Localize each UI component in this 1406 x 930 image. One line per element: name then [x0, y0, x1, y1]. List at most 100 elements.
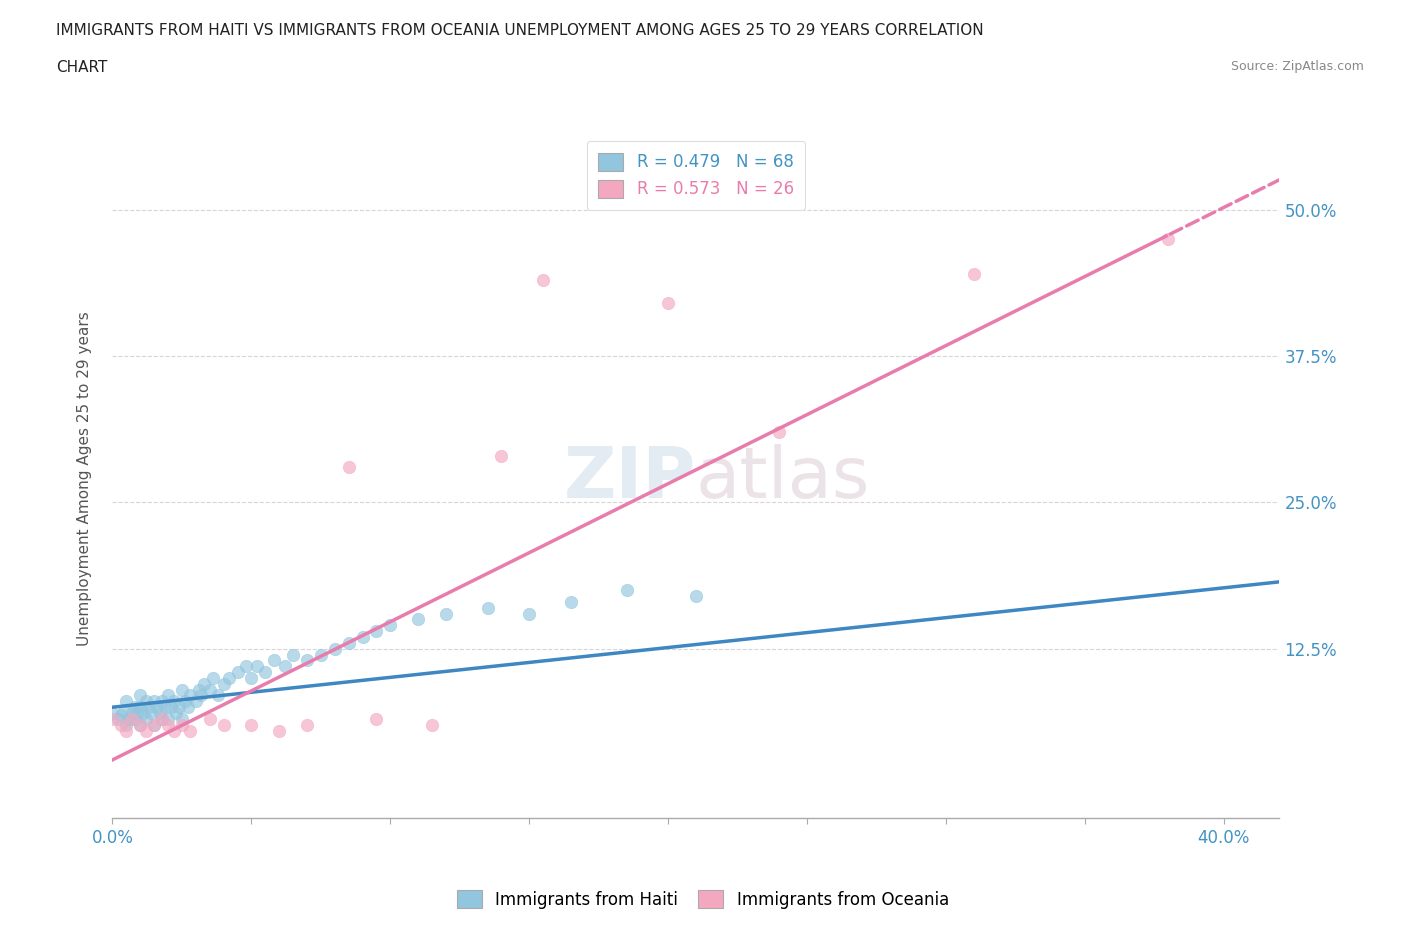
Text: atlas: atlas: [696, 445, 870, 513]
Point: [135, 694, 157, 709]
Point: [198, 683, 221, 698]
Point: [173, 694, 195, 709]
Point: [616, 583, 638, 598]
Point: [127, 706, 149, 721]
Point: [295, 653, 318, 668]
Point: [477, 600, 499, 615]
Point: [281, 647, 304, 662]
Point: [193, 676, 215, 691]
Point: [226, 665, 249, 680]
Point: [337, 635, 360, 650]
Point: [143, 717, 166, 732]
Point: [176, 699, 198, 714]
Point: [218, 671, 240, 685]
Point: [207, 688, 229, 703]
Point: [162, 724, 184, 738]
Point: [129, 717, 152, 732]
Point: [110, 717, 132, 732]
Y-axis label: Unemployment Among Ages 25 to 29 years: Unemployment Among Ages 25 to 29 years: [77, 312, 91, 646]
Point: [124, 699, 146, 714]
Point: [167, 699, 190, 714]
Legend: Immigrants from Haiti, Immigrants from Oceania: Immigrants from Haiti, Immigrants from O…: [449, 882, 957, 917]
Point: [366, 624, 388, 639]
Point: [309, 647, 332, 662]
Point: [152, 711, 174, 726]
Text: ZIP: ZIP: [564, 445, 696, 513]
Point: [420, 717, 443, 732]
Point: [246, 658, 269, 673]
Point: [129, 699, 152, 714]
Point: [179, 724, 201, 738]
Point: [160, 699, 183, 714]
Point: [115, 717, 138, 732]
Point: [101, 711, 124, 726]
Point: [366, 711, 388, 726]
Point: [170, 717, 193, 732]
Point: [269, 724, 291, 738]
Point: [491, 448, 513, 463]
Point: [157, 717, 180, 732]
Point: [263, 653, 285, 668]
Point: [337, 459, 360, 474]
Point: [170, 683, 193, 698]
Point: [434, 606, 457, 621]
Point: [240, 717, 263, 732]
Point: [184, 694, 207, 709]
Point: [963, 267, 986, 282]
Point: [352, 630, 374, 644]
Point: [179, 688, 201, 703]
Point: [138, 699, 160, 714]
Point: [143, 694, 166, 709]
Point: [198, 711, 221, 726]
Point: [149, 706, 172, 721]
Point: [295, 717, 318, 732]
Point: [112, 703, 135, 718]
Point: [235, 658, 257, 673]
Point: [406, 612, 429, 627]
Point: [190, 688, 212, 703]
Point: [162, 694, 184, 709]
Point: [146, 699, 169, 714]
Point: [274, 658, 297, 673]
Point: [152, 694, 174, 709]
Point: [143, 717, 166, 732]
Point: [135, 711, 157, 726]
Legend: R = 0.479   N = 68, R = 0.573   N = 26: R = 0.479 N = 68, R = 0.573 N = 26: [586, 141, 806, 210]
Point: [155, 699, 177, 714]
Point: [129, 688, 152, 703]
Point: [124, 711, 146, 726]
Point: [157, 711, 180, 726]
Point: [240, 671, 263, 685]
Point: [517, 606, 540, 621]
Point: [135, 724, 157, 738]
Point: [152, 711, 174, 726]
Text: CHART: CHART: [56, 60, 108, 75]
Point: [141, 706, 163, 721]
Point: [380, 618, 402, 632]
Point: [1157, 232, 1180, 246]
Point: [685, 589, 707, 604]
Point: [107, 711, 129, 726]
Point: [187, 683, 209, 698]
Point: [212, 676, 235, 691]
Point: [121, 711, 143, 726]
Point: [132, 706, 155, 721]
Point: [115, 724, 138, 738]
Point: [254, 665, 277, 680]
Point: [129, 717, 152, 732]
Point: [110, 708, 132, 723]
Text: Source: ZipAtlas.com: Source: ZipAtlas.com: [1230, 60, 1364, 73]
Point: [121, 706, 143, 721]
Point: [212, 717, 235, 732]
Point: [165, 706, 187, 721]
Point: [323, 642, 346, 657]
Point: [115, 694, 138, 709]
Point: [768, 425, 790, 440]
Text: IMMIGRANTS FROM HAITI VS IMMIGRANTS FROM OCEANIA UNEMPLOYMENT AMONG AGES 25 TO 2: IMMIGRANTS FROM HAITI VS IMMIGRANTS FROM…: [56, 23, 984, 38]
Point: [157, 688, 180, 703]
Point: [170, 711, 193, 726]
Point: [560, 594, 582, 609]
Point: [101, 706, 124, 721]
Point: [657, 296, 679, 311]
Point: [531, 272, 554, 287]
